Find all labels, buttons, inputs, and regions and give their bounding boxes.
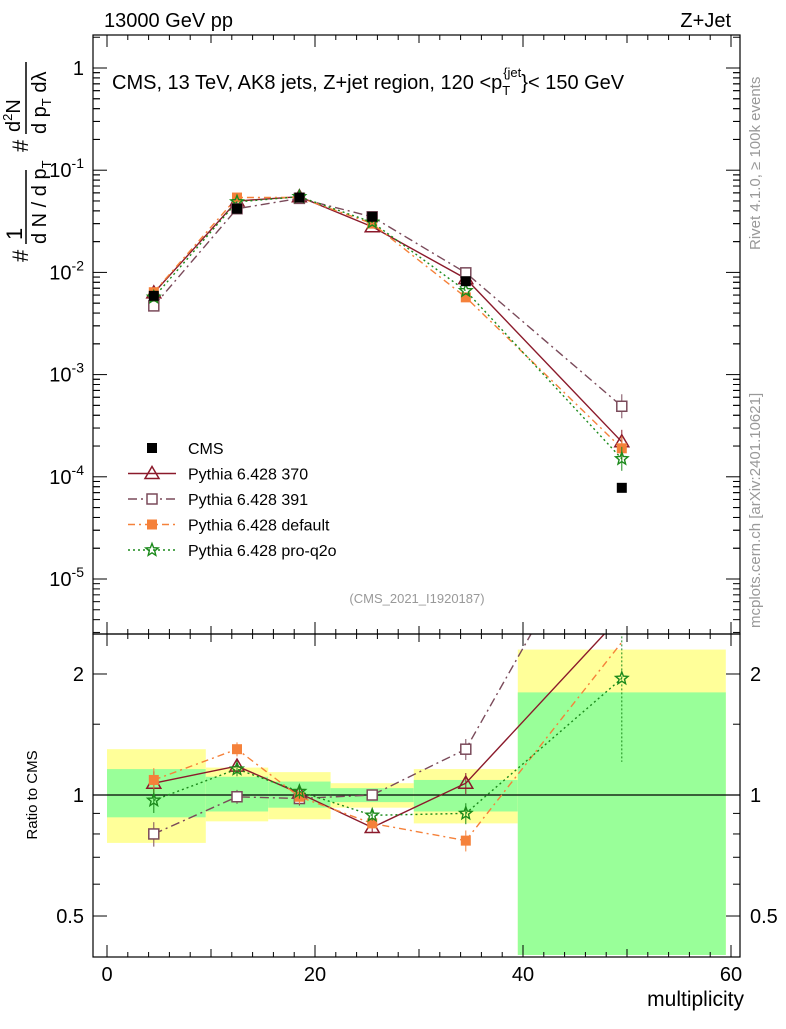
header-left: 13000 GeV pp [104,10,233,32]
legend-label-4: Pythia 6.428 pro-q2o [188,543,337,560]
svg-text:d2N: d2N [0,99,25,132]
axis-ticks: 0 20 40 60 1 10-1 10-2 10-3 10-4 10-5 0.5 0.5 1 1 2 2 [49,35,778,986]
ratio-y-label: Ratio to CMS [24,750,41,839]
x-tick-label-2: 40 [512,964,534,986]
point-0-2 [294,192,305,203]
point-0-5 [616,482,627,493]
header-right: Z+Jet [680,10,731,32]
mcplots-label: mcplots.cern.ch [arXiv:2401.10621] [747,393,764,628]
ratio-tick-label-r-0: 0.5 [750,906,778,928]
svg-text:d pT dλ: d pT dλ [29,72,54,134]
svg-text:1: 1 [2,228,27,240]
point-0-4 [460,276,471,287]
ratio-line-1 [153,634,532,835]
x-tick-label-0: 0 [101,964,112,986]
svg-text:#: # [8,249,33,262]
y-tick-label-5: 10-5 [49,564,84,591]
legend-label-1: Pythia 6.428 370 [188,467,308,484]
point-2-5 [616,400,628,413]
point-3-1 [232,192,242,203]
y-tick-label-3: 10-3 [49,360,84,387]
ratio-uncertainty-bands [107,649,726,955]
svg-text:#: # [8,139,33,152]
ratio-tick-label-l-2: 2 [73,664,84,686]
legend-marker-4 [143,541,161,557]
ratio-point-2-3 [367,818,378,829]
x-tick-label-1: 20 [304,964,326,986]
ratio-line-2 [153,641,623,842]
ratio-point-3-1 [228,760,246,776]
ratio-point-1-0 [148,828,160,840]
ratio-tick-label-l-1: 1 [73,785,84,807]
legend-item-2: Pythia 6.428 391 [128,492,308,509]
point-3-4 [460,292,471,303]
ratio-tick-label-l-0: 0.5 [56,906,84,928]
ratio-point-2-4 [460,835,471,846]
y-tick-label-0: 1 [73,58,84,80]
main-series-layer [145,188,631,493]
ratio-tick-label-r-2: 2 [750,664,761,686]
legend-item-1: Pythia 6.428 370 [128,465,308,484]
y-tick-label-2: 10-2 [49,257,84,284]
ratio-point-3-2 [291,782,308,799]
legend-marker-1 [143,465,161,480]
legend-marker-0 [147,443,157,453]
series-line-4 [153,195,623,460]
series-0 [148,192,627,493]
series-4 [145,188,630,471]
legend-item-4: Pythia 6.428 pro-q2o [128,541,337,560]
y-axis-label: # 1 d N / d pT # d2N d pT dλ [0,62,54,262]
green-band-5 [517,692,726,955]
ratio-point-3-3 [364,806,381,823]
series-2 [148,192,628,419]
legend-marker-3 [147,519,157,530]
ratio-point-1-4 [460,743,472,755]
ratio-point-0-4 [457,774,475,789]
x-tick-label-3: 60 [720,964,742,986]
legend-item-3: Pythia 6.428 default [128,518,330,535]
legend-item-0: CMS [147,441,224,458]
ratio-series-layer [93,634,740,852]
series-line-3 [153,196,623,449]
analysis-reference: (CMS_2021_I1920187) [349,591,484,606]
legend: CMS Pythia 6.428 370 Pythia 6.428 391 Pythi… [128,441,337,560]
x-axis-label: multiplicity [647,988,744,1011]
svg-text:d N / d pT: d N / d pT [29,160,54,244]
ratio-point-3-4 [457,804,474,821]
point-0-0 [148,290,159,301]
y-tick-label-1: 10-1 [49,155,84,182]
ratio-series-3 [145,634,630,825]
ratio-point-2-0 [148,774,159,785]
series-line-2 [153,197,623,407]
series-line-1 [153,195,623,443]
chart-title: CMS, 13 TeV, AK8 jets, Z+jet region, 120… [112,65,625,98]
ratio-tick-label-r-1: 1 [750,785,761,807]
point-3-3 [367,218,378,229]
series-3 [148,192,627,461]
point-0-3 [367,211,378,222]
legend-label-3: Pythia 6.428 default [188,518,330,535]
ratio-point-1-3 [366,789,378,801]
legend-label-0: CMS [188,441,224,458]
point-4-4 [457,282,474,298]
ratio-point-3-0 [145,791,162,808]
y-tick-label-4: 10-4 [49,462,84,489]
ratio-point-2-1 [232,744,242,755]
ratio-point-3-5 [613,669,630,686]
legend-label-2: Pythia 6.428 391 [188,492,308,509]
ratio-point-1-1 [231,791,243,803]
legend-marker-2 [146,493,158,505]
ratio-clipped [145,634,630,852]
rivet-version-label: Rivet 4.1.0, ≥ 100k events [747,77,764,250]
point-4-5 [613,450,630,466]
point-0-1 [232,203,242,214]
